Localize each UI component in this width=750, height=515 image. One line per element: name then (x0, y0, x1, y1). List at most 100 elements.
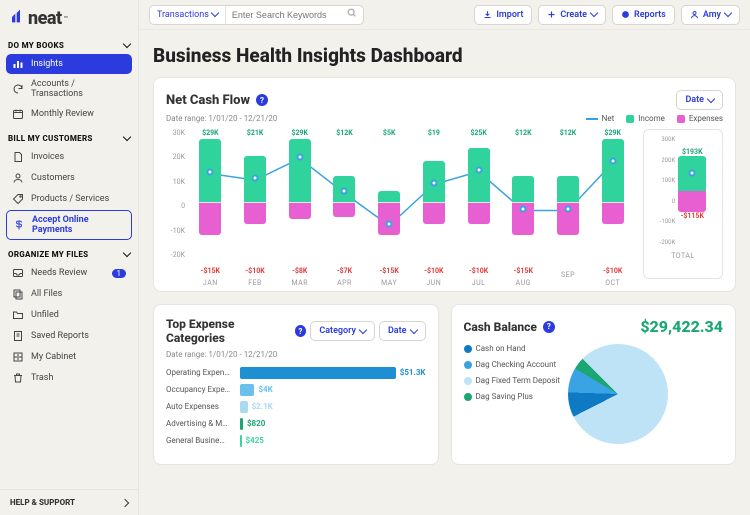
import-label: Import (496, 10, 523, 20)
sidebar-item-insights[interactable]: Insights (6, 54, 132, 74)
income-swatch (626, 115, 634, 123)
chevron-down-icon (707, 94, 715, 102)
sidebar-item-needs-review[interactable]: Needs Review 1 (6, 263, 132, 283)
ncf-bar-sep: $12K SEP (546, 129, 591, 279)
help-icon[interactable]: ? (256, 94, 268, 106)
expense-row: Auto Expenses $2.1K (166, 401, 426, 413)
sidebar-item-label: Monthly Review (31, 109, 94, 119)
sidebar-item-accept-online-payments[interactable]: Accept Online Payments (6, 210, 132, 240)
sidebar-item-customers[interactable]: Customers (6, 168, 132, 188)
net-cash-flow-card: Net Cash Flow ? Date Date range: 1/01/20… (153, 77, 736, 292)
ncf-bar-feb: $21K -$10K FEB (233, 129, 278, 279)
logo[interactable]: neat ™ (0, 0, 138, 35)
sidebar-item-monthly-review[interactable]: Monthly Review (6, 104, 132, 124)
expense-value: $51.3K (400, 368, 426, 377)
main: Transactions Import Create Report (139, 0, 750, 515)
ncf-chart: 30K20K10K0-10K-20K $29K -$15K JAN $21K -… (166, 129, 635, 279)
expense-label: Occupancy Expe… (166, 385, 234, 394)
sidebar-section-header[interactable]: BILL MY CUSTOMERS (0, 128, 138, 145)
expense-row: Advertising & M… $820 (166, 418, 426, 430)
cb-legend-item: Dag Checking Account (464, 360, 561, 369)
expenses-swatch (677, 115, 685, 123)
help-icon[interactable]: ? (543, 321, 555, 333)
logo-text: neat (28, 8, 62, 29)
cb-legend-item: Cash on Hand (464, 344, 561, 353)
help-support[interactable]: HELP & SUPPORT (0, 489, 138, 515)
sidebar-item-invoices[interactable]: Invoices (6, 147, 132, 167)
te-date-button[interactable]: Date (379, 321, 426, 341)
cb-legend: Cash on HandDag Checking AccountDag Fixe… (464, 344, 561, 444)
sidebar: neat ™ DO MY BOOKS InsightsAccounts / Tra… (0, 0, 139, 515)
cb-amount: $29,422.34 (640, 317, 723, 336)
ncf-bar-apr: $12K -$7K APR (322, 129, 367, 279)
ncf-date-button[interactable]: Date (676, 90, 723, 110)
expense-row: Operating Expen… $51.3K (166, 367, 426, 379)
cb-title: Cash Balance (464, 320, 537, 334)
search-filter-label: Transactions (157, 10, 209, 20)
ncf-legend: Net Income Expenses (586, 114, 723, 123)
logo-icon (10, 9, 26, 28)
ncf-yaxis: 30K20K10K0-10K-20K (166, 129, 188, 259)
user-menu[interactable]: Amy (681, 5, 740, 25)
cb-pie (568, 344, 668, 444)
sidebar-item-trash[interactable]: Trash (6, 368, 132, 388)
files-icon (12, 288, 24, 300)
inbox-icon (12, 267, 24, 279)
chevron-down-icon (123, 40, 131, 48)
sidebar-item-unfiled[interactable]: Unfiled (6, 305, 132, 325)
search-icon[interactable] (341, 8, 363, 21)
net-line-icon (586, 118, 598, 120)
sidebar-item-label: Trash (31, 373, 53, 383)
ncf-bar-mar: $29K -$8K MAR (277, 129, 322, 279)
sidebar-section-header[interactable]: ORGANIZE MY FILES (0, 244, 138, 261)
search-input[interactable] (226, 6, 341, 24)
create-button[interactable]: Create (538, 5, 606, 25)
chevron-down-icon (590, 9, 598, 17)
bookmark-icon (12, 330, 24, 342)
sidebar-item-all-files[interactable]: All Files (6, 284, 132, 304)
trash-icon (12, 372, 24, 384)
sidebar-item-label: Needs Review (31, 268, 87, 278)
te-date-range: Date range: 1/01/20 - 12/21/20 (166, 350, 426, 359)
color-swatch (464, 361, 472, 369)
chevron-down-icon (123, 249, 131, 257)
ncf-bar-oct: $29K -$10K OCT (590, 129, 635, 279)
dollar-icon (13, 219, 25, 231)
sidebar-item-accounts-transactions[interactable]: Accounts / Transactions (6, 75, 132, 103)
ncf-date-label: Date (685, 95, 704, 105)
expense-row: Occupancy Expe… $4K (166, 384, 426, 396)
user-label: Amy (703, 10, 721, 20)
chart-bar-icon (12, 58, 24, 70)
badge: 1 (112, 269, 127, 278)
sidebar-item-label: Products / Services (31, 194, 109, 204)
search-filter-dropdown[interactable]: Transactions (150, 6, 226, 24)
chevron-down-icon (211, 9, 219, 17)
calendar-icon (12, 108, 24, 120)
expense-value: $425 (246, 436, 264, 445)
ncf-bar-may: $5K -$15K MAY (367, 129, 412, 279)
import-button[interactable]: Import (474, 5, 532, 25)
te-category-button[interactable]: Category (310, 321, 375, 341)
sidebar-item-products-services[interactable]: Products / Services (6, 189, 132, 209)
logo-tm: ™ (64, 15, 68, 23)
te-title: Top Expense Categories (166, 317, 289, 346)
help-icon[interactable]: ? (295, 325, 306, 337)
expense-value: $4K (258, 385, 272, 394)
page-title: Business Health Insights Dashboard (139, 30, 750, 77)
create-label: Create (560, 10, 587, 20)
chevron-down-icon (724, 9, 732, 17)
reports-button[interactable]: Reports (612, 5, 675, 25)
sidebar-section-header[interactable]: DO MY BOOKS (0, 35, 138, 52)
sidebar-item-saved-reports[interactable]: Saved Reports (6, 326, 132, 346)
cabinet-icon (12, 351, 24, 363)
top-expenses-card: Top Expense Categories ? Category Date D… (153, 304, 439, 465)
ncf-date-range: Date range: 1/01/20 - 12/21/20 (166, 114, 277, 123)
chevron-down-icon (359, 326, 367, 334)
document-icon (12, 151, 24, 163)
sidebar-item-label: Saved Reports (31, 331, 89, 341)
sidebar-item-label: My Cabinet (31, 352, 76, 362)
help-label: HELP & SUPPORT (10, 498, 75, 507)
expense-label: Operating Expen… (166, 368, 234, 377)
sidebar-item-label: All Files (31, 289, 62, 299)
sidebar-item-my-cabinet[interactable]: My Cabinet (6, 347, 132, 367)
